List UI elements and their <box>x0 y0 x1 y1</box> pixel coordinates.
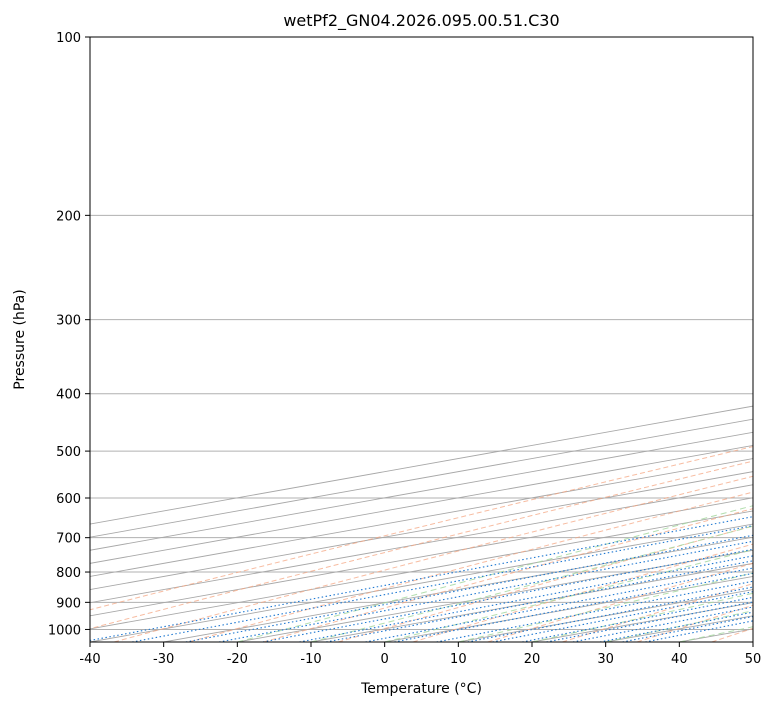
mixing-ratio-line <box>467 586 753 642</box>
isotherm-line <box>90 444 753 564</box>
isotherm-line <box>163 536 753 642</box>
y-tick-label: 700 <box>56 532 81 547</box>
chart-title: wetPf2_GN04.2026.095.00.51.C30 <box>283 11 559 31</box>
dry-adiabat-lines <box>90 445 753 642</box>
x-tick-label: 20 <box>524 652 541 667</box>
moist-adiabat <box>458 572 753 642</box>
x-tick-label: -20 <box>227 652 248 667</box>
x-tick-label: 50 <box>745 652 762 667</box>
x-tick-label: -10 <box>300 652 321 667</box>
isotherm-line <box>90 523 753 642</box>
mixing-ratio-line <box>90 516 753 642</box>
plot-background <box>90 37 753 642</box>
axes: -40 -30 -20 -10 0 10 20 30 40 50 100 200 300 400 500 60… <box>48 31 761 667</box>
isotherm-line <box>90 431 753 551</box>
y-tick-label: 900 <box>56 596 81 611</box>
y-tick-label: 1000 <box>48 623 81 638</box>
mixing-ratio-line <box>131 525 753 642</box>
isotherm-line <box>90 484 753 604</box>
x-tick-label: 30 <box>597 652 614 667</box>
mixing-ratio-line <box>436 580 753 642</box>
y-tick-label: 100 <box>56 31 81 46</box>
moist-adiabat <box>384 549 753 642</box>
mixing-ratio-line <box>185 534 753 642</box>
mixing-ratio-line <box>394 572 753 642</box>
dry-adiabat <box>113 475 753 642</box>
moist-adiabat <box>531 592 753 642</box>
x-axis-label: Temperature (°C) <box>360 681 482 697</box>
y-tick-label: 400 <box>56 388 81 403</box>
y-tick-label: 500 <box>56 445 81 460</box>
dry-adiabat <box>188 491 753 642</box>
isotherm-line <box>90 497 753 617</box>
y-axis-label: Pressure (hPa) <box>12 289 28 389</box>
y-tick-label: 300 <box>56 314 81 329</box>
dry-adiabat <box>90 445 753 611</box>
dry-adiabat <box>263 508 753 642</box>
isotherm-line <box>90 458 753 577</box>
x-tick-label: -40 <box>79 652 100 667</box>
isotherm-line <box>90 510 753 630</box>
y-tick-label: 800 <box>56 566 81 581</box>
plot-frame <box>89 36 754 643</box>
x-tick-label: 40 <box>671 652 688 667</box>
dry-adiabat <box>338 525 753 642</box>
x-tick-label: 0 <box>381 652 389 667</box>
x-tick-label: 10 <box>450 652 467 667</box>
y-tick-label: 600 <box>56 492 81 507</box>
dry-adiabat <box>90 460 753 630</box>
moist-adiabat <box>237 505 753 642</box>
mixing-ratio-lines <box>90 516 753 642</box>
moist-adiabat-lines <box>237 505 753 642</box>
pressure-gridlines <box>90 37 753 630</box>
x-tick-label: -30 <box>153 652 174 667</box>
y-tick-label: 200 <box>56 209 81 224</box>
